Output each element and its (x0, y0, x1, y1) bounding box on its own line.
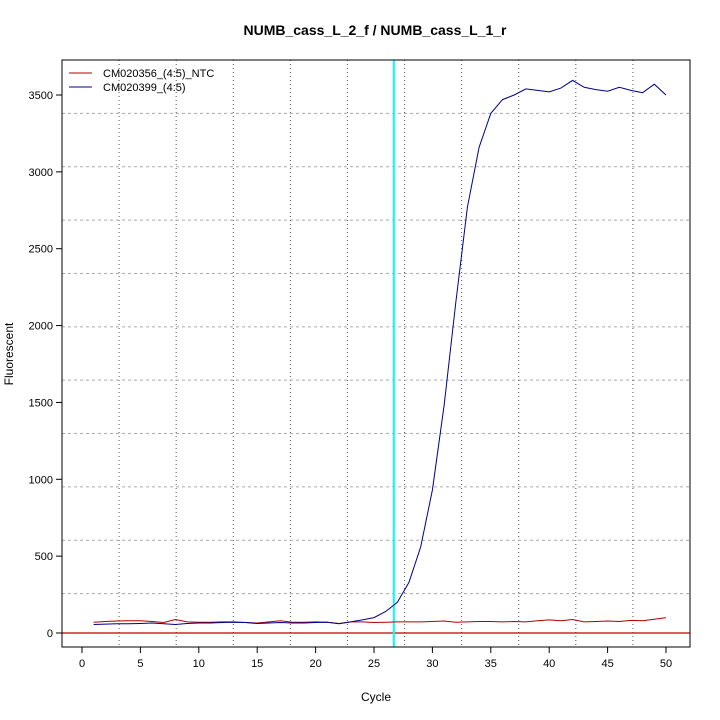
grid (62, 60, 690, 647)
y-tick-label: 3500 (29, 90, 53, 102)
series-line-1 (93, 617, 667, 625)
chart-marks (62, 60, 690, 647)
series-line-2 (93, 79, 667, 626)
x-tick-label: 25 (368, 658, 380, 670)
y-tick-label: 1500 (29, 397, 53, 409)
x-tick-label: 50 (660, 658, 672, 670)
y-tick-label: 1000 (29, 474, 53, 486)
legend-entry: CM020399_(4:5) (103, 82, 186, 94)
y-axis: 0 500 1000 1500 2000 2500 3000 3500 (29, 90, 62, 640)
plot-frame (61, 59, 691, 648)
x-tick-label: 5 (137, 658, 143, 670)
x-axis: 0 5 10 15 20 25 30 35 40 45 50 (79, 647, 672, 670)
x-tick-label: 15 (251, 658, 263, 670)
legend: CM020356_(4:5)_NTC CM020399_(4:5) (69, 68, 214, 94)
x-tick-label: 40 (543, 658, 555, 670)
x-tick-label: 20 (309, 658, 321, 670)
x-tick-label: 45 (601, 658, 613, 670)
y-tick-label: 500 (35, 551, 53, 563)
y-axis-label: Fluorescent (2, 322, 16, 385)
y-tick-label: 2000 (29, 321, 53, 333)
chart-title: NUMB_cass_L_2_f / NUMB_cass_L_1_r (243, 22, 507, 38)
x-tick-label: 0 (79, 658, 85, 670)
legend-entry: CM020356_(4:5)_NTC (103, 68, 214, 80)
x-axis-label: Cycle (361, 690, 391, 704)
x-tick-label: 10 (193, 658, 205, 670)
x-tick-label: 35 (485, 658, 497, 670)
x-tick-label: 30 (426, 658, 438, 670)
y-tick-label: 0 (47, 628, 53, 640)
y-tick-label: 3000 (29, 167, 53, 179)
y-tick-label: 2500 (29, 244, 53, 256)
